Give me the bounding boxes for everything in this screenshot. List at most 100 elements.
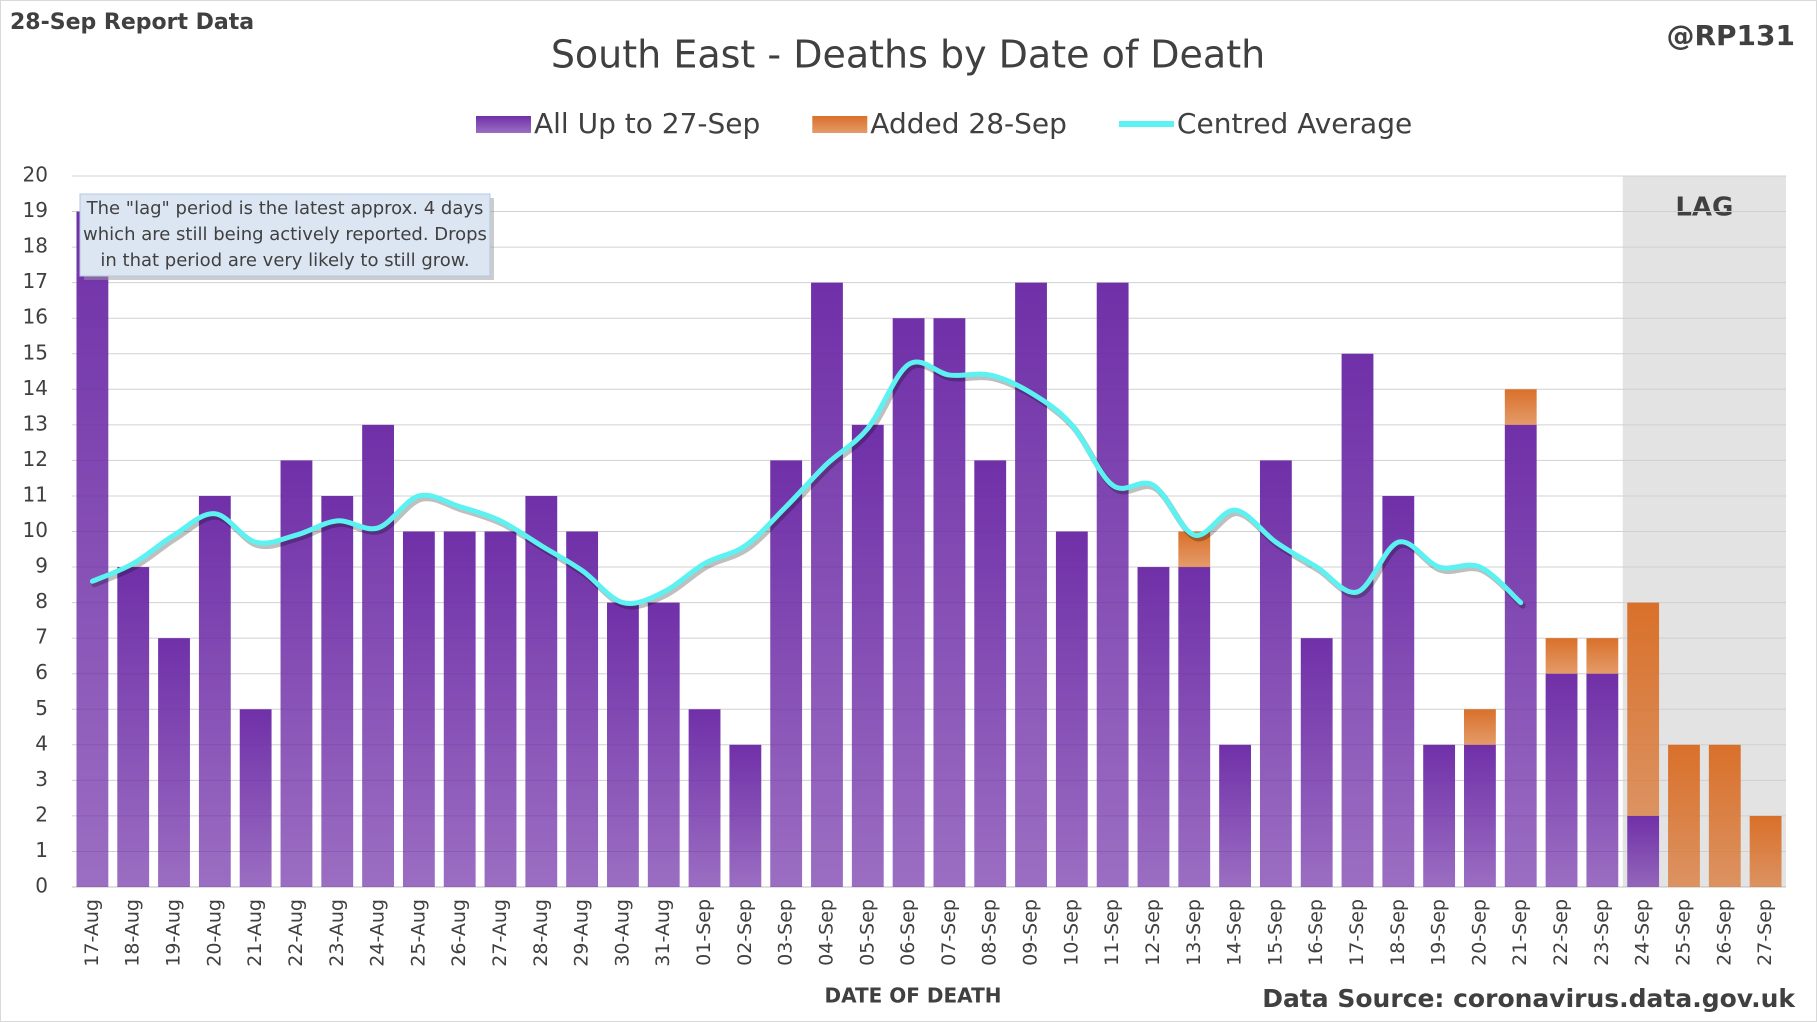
- x-tick-label: 17-Sep: [1346, 899, 1368, 966]
- bar: [76, 211, 109, 888]
- y-tick-label: 19: [23, 198, 48, 222]
- y-tick-label: 2: [35, 802, 48, 826]
- note-text: which are still being actively reported.…: [83, 224, 487, 245]
- bar: [158, 638, 190, 887]
- bar: [1749, 815, 1782, 887]
- bar: [1096, 282, 1129, 887]
- x-tick-label: 31-Aug: [652, 899, 674, 967]
- x-tick-label: 24-Aug: [367, 899, 389, 967]
- legend-label: Centred Average: [1177, 107, 1412, 140]
- y-tick-label: 7: [35, 625, 48, 649]
- bar: [321, 495, 354, 887]
- x-tick-label: 26-Aug: [448, 899, 470, 967]
- x-tick-label: 27-Aug: [489, 899, 511, 967]
- bar: [647, 602, 680, 887]
- bar: [198, 495, 231, 887]
- x-tick-label: 20-Sep: [1468, 899, 1490, 966]
- bar: [1219, 744, 1251, 887]
- legend-label: All Up to 27-Sep: [534, 107, 760, 140]
- handle: @RP131: [1666, 19, 1795, 52]
- average-line: [89, 359, 1524, 606]
- bar: [688, 709, 721, 887]
- x-tick-label: 25-Sep: [1672, 899, 1694, 966]
- y-tick-label: 12: [23, 447, 48, 471]
- x-tick-label: 10-Sep: [1060, 899, 1082, 966]
- bar: [1668, 744, 1700, 887]
- bar: [1055, 531, 1088, 887]
- y-tick-label: 6: [35, 660, 48, 684]
- y-tick-label: 16: [23, 305, 48, 329]
- x-tick-label: 08-Sep: [979, 899, 1001, 966]
- x-tick-label: 19-Aug: [163, 899, 185, 967]
- bar: [729, 744, 762, 887]
- bar: [1504, 424, 1537, 887]
- x-tick-label: 30-Aug: [611, 899, 633, 967]
- x-tick-label: 19-Sep: [1428, 899, 1450, 966]
- bar: [770, 460, 803, 887]
- x-tick-label: 29-Aug: [571, 899, 593, 967]
- legend-swatch: [476, 116, 531, 133]
- x-tick-label: 18-Aug: [122, 899, 144, 967]
- bar: [1464, 744, 1496, 887]
- y-tick-label: 13: [23, 411, 48, 435]
- bar: [1586, 638, 1619, 674]
- x-tick-label: 15-Sep: [1264, 899, 1286, 966]
- bar: [566, 531, 599, 887]
- x-tick-label: 05-Sep: [856, 899, 878, 966]
- y-tick-label: 0: [35, 874, 48, 898]
- x-tick-label: 07-Sep: [938, 899, 960, 966]
- x-tick-label: 11-Sep: [1101, 899, 1123, 966]
- bar: [525, 495, 558, 887]
- x-tick-label: 23-Sep: [1591, 899, 1613, 966]
- x-tick-label: 13-Sep: [1183, 899, 1205, 966]
- bar: [1464, 709, 1496, 745]
- bar: [1423, 744, 1456, 887]
- bar: [851, 424, 884, 887]
- bar: [1137, 567, 1170, 887]
- x-tick-label: 14-Sep: [1224, 899, 1246, 966]
- bar: [362, 424, 394, 887]
- y-tick-label: 5: [35, 696, 48, 720]
- note-text: in that period are very likely to still …: [100, 250, 469, 271]
- x-tick-label: 17-Aug: [81, 899, 103, 967]
- x-tick-label: 06-Sep: [897, 899, 919, 966]
- bar: [443, 531, 476, 887]
- bar: [1178, 567, 1211, 887]
- chart-title: South East - Deaths by Date of Death: [551, 33, 1265, 77]
- y-tick-label: 10: [23, 518, 48, 542]
- bar: [1015, 282, 1047, 887]
- x-tick-label: 16-Sep: [1305, 899, 1327, 966]
- x-tick-label: 28-Aug: [530, 899, 552, 967]
- bar: [1300, 638, 1333, 887]
- source: Data Source: coronavirus.data.gov.uk: [1262, 984, 1796, 1013]
- bar: [484, 531, 517, 887]
- bar: [811, 282, 843, 887]
- legend-swatch: [812, 116, 868, 133]
- bar: [1504, 389, 1537, 425]
- y-tick-label: 9: [35, 554, 48, 578]
- y-tick-label: 17: [23, 269, 48, 293]
- y-tick-label: 20: [23, 163, 48, 187]
- note: The "lag" period is the latest approx. 4…: [79, 193, 494, 280]
- y-tick-label: 8: [35, 589, 48, 613]
- x-tick-label: 22-Sep: [1550, 899, 1572, 966]
- bar: [117, 567, 150, 887]
- bar: [892, 318, 925, 887]
- bar: [1545, 673, 1578, 887]
- corner-label: 28-Sep Report Data: [10, 10, 254, 35]
- x-tick-label: 21-Sep: [1509, 899, 1531, 966]
- bar: [1586, 673, 1619, 887]
- x-tick-label: 04-Sep: [815, 899, 837, 966]
- bar: [1259, 460, 1292, 887]
- x-tick-label: 21-Aug: [244, 899, 266, 967]
- y-tick-label: 1: [35, 838, 48, 862]
- x-tick-label: 22-Aug: [285, 899, 307, 967]
- x-tick-label: 25-Aug: [407, 899, 429, 967]
- bar: [1545, 638, 1578, 674]
- note-box: [79, 193, 491, 277]
- y-tick-label: 14: [23, 376, 48, 400]
- x-tick-label: 01-Sep: [693, 899, 715, 966]
- lag-label: LAG: [1675, 193, 1733, 223]
- bar: [1627, 602, 1660, 816]
